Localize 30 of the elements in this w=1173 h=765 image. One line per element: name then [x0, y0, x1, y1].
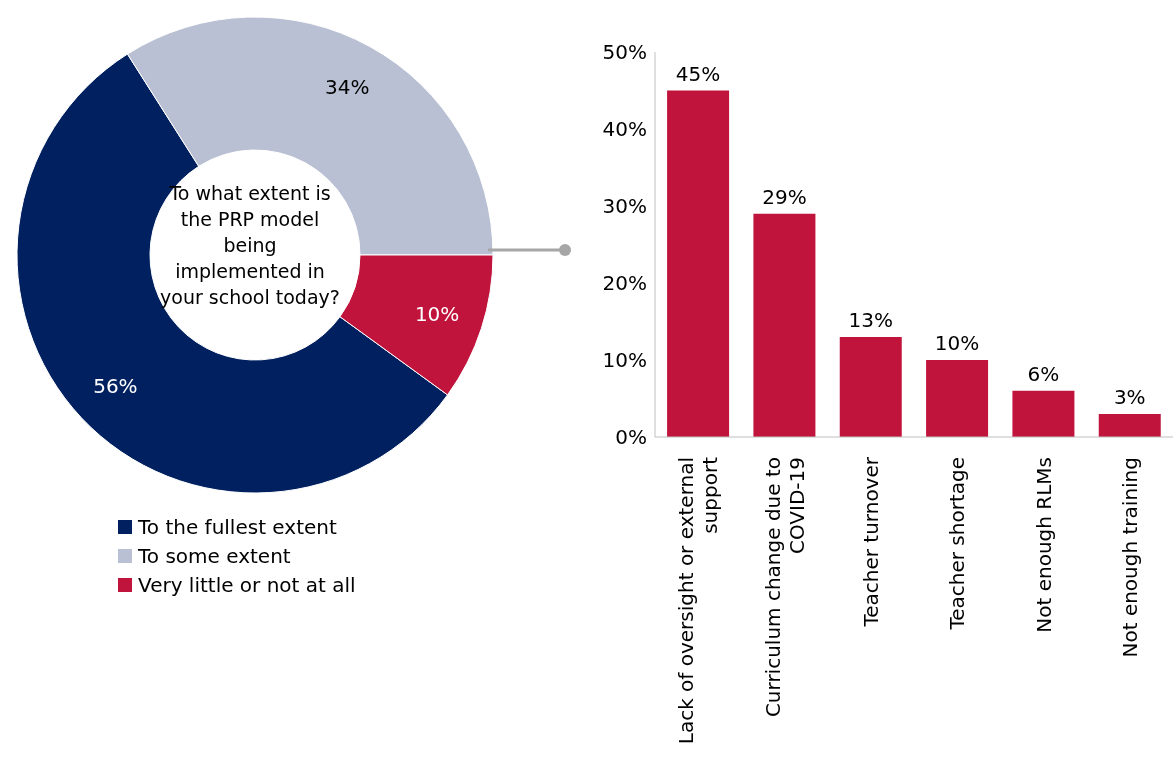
data-label: 34%: [325, 75, 370, 100]
legend-label: To some extent: [138, 543, 291, 568]
y-tick-label: 0%: [615, 425, 647, 450]
data-label: 13%: [848, 307, 893, 332]
legend-label: To the fullest extent: [138, 514, 337, 539]
bar: [1098, 413, 1161, 437]
data-label: 45%: [675, 61, 721, 86]
data-label: 10%: [414, 302, 460, 327]
x-tick-label: Not enough training: [1117, 457, 1142, 658]
y-tick-label: 20%: [602, 271, 647, 296]
x-tick-label: Lack of oversight or external support: [674, 456, 723, 745]
bar: [839, 336, 902, 437]
bar: [753, 213, 816, 437]
x-tick-label: Teacher shortage: [945, 457, 970, 631]
bar: [926, 360, 989, 437]
data-label: 29%: [762, 184, 807, 209]
y-tick-label: 30%: [602, 194, 647, 219]
data-label: 10%: [934, 331, 980, 355]
text: To what extent is the PRP model being implemented in your school today?: [160, 181, 340, 310]
data-label: 56%: [93, 374, 138, 399]
x-tick-label: Not enough RLMs: [1031, 457, 1056, 633]
x-tick-label: Teacher turnover: [858, 456, 883, 628]
data-label: 6%: [1027, 361, 1060, 386]
data-label: 3%: [1113, 384, 1146, 409]
y-tick-label: 10%: [602, 348, 647, 373]
bar: [667, 90, 730, 437]
legend-label: Very little or not at all: [138, 572, 356, 597]
bar: [1012, 390, 1075, 437]
y-tick-label: 40%: [602, 117, 647, 142]
y-tick-label: 50%: [602, 40, 647, 65]
